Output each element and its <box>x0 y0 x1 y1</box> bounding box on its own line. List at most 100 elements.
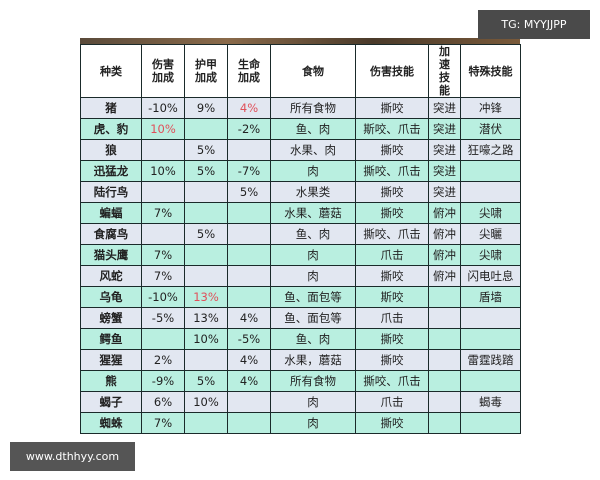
table-cell: 所有食物 <box>270 97 356 119</box>
table-cell: 7% <box>141 412 185 434</box>
table-cell: 肉 <box>270 244 356 266</box>
table-cell: 俯冲 <box>428 202 461 224</box>
table-cell <box>428 391 461 413</box>
column-header: 伤害技能 <box>355 44 429 98</box>
table-cell: 撕咬 <box>355 328 429 350</box>
table-cell: 爪击 <box>355 244 429 266</box>
table-cell <box>460 160 521 182</box>
table-cell: 撕咬、爪击 <box>355 370 429 392</box>
table-cell: 6% <box>141 391 185 413</box>
table-cell <box>428 328 461 350</box>
header-row: 种类 伤害加成 护甲加成 生命加成 食物 伤害技能 加速技能 特殊技能 <box>80 44 521 98</box>
table-cell: 水果、蘑菇 <box>270 202 356 224</box>
column-header: 特殊技能 <box>460 44 521 98</box>
table-cell: 撕咬 <box>355 202 429 224</box>
table-cell: 5% <box>227 181 271 203</box>
table-cell: 7% <box>141 244 185 266</box>
animal-name: 蜘蛛 <box>80 412 142 434</box>
table-cell <box>227 139 271 161</box>
table-cell: -10% <box>141 286 185 308</box>
table-cell: 撕咬、爪击 <box>355 160 429 182</box>
table-cell: 5% <box>184 160 228 182</box>
animal-name: 食腐鸟 <box>80 223 142 245</box>
table-cell: 雷霆践踏 <box>460 349 521 371</box>
table-cell: 肉 <box>270 412 356 434</box>
animal-name: 虎、豹 <box>80 118 142 140</box>
table-row: 蝙蝠 7% 水果、蘑菇 撕咬 俯冲 尖啸 <box>80 202 521 224</box>
table-cell: 4% <box>227 370 271 392</box>
table-cell <box>460 181 521 203</box>
table-cell: 潜伏 <box>460 118 521 140</box>
table-cell: 4% <box>227 97 271 119</box>
column-header: 加速技能 <box>428 44 461 98</box>
table-cell: 13% <box>184 307 228 329</box>
table-cell: 13% <box>184 286 228 308</box>
table-cell: 4% <box>227 307 271 329</box>
table-cell: 所有食物 <box>270 370 356 392</box>
table-cell: 撕咬 <box>355 349 429 371</box>
table-cell: 10% <box>141 160 185 182</box>
table-cell <box>184 202 228 224</box>
table-cell <box>428 307 461 329</box>
table-cell: 鱼、面包等 <box>270 286 356 308</box>
table-cell: 撕咬 <box>355 265 429 287</box>
table-cell <box>141 328 185 350</box>
table-cell: 俯冲 <box>428 244 461 266</box>
table-cell <box>141 181 185 203</box>
table-cell: 狂嚎之路 <box>460 139 521 161</box>
table-cell: -7% <box>227 160 271 182</box>
image-top-strip <box>80 38 520 45</box>
table-cell: 俯冲 <box>428 265 461 287</box>
column-header: 种类 <box>80 44 142 98</box>
animal-name: 蝙蝠 <box>80 202 142 224</box>
animal-name: 风蛇 <box>80 265 142 287</box>
table-row: 鳄鱼 10% -5% 鱼、肉 撕咬 <box>80 328 521 350</box>
table-cell: 4% <box>227 349 271 371</box>
table-cell: -5% <box>227 328 271 350</box>
table-cell: 突进 <box>428 97 461 119</box>
table-cell <box>227 412 271 434</box>
table-cell: 水果、肉 <box>270 139 356 161</box>
table-cell <box>227 202 271 224</box>
table-cell: 闪电吐息 <box>460 265 521 287</box>
animal-name: 狼 <box>80 139 142 161</box>
table-cell: 鱼、肉 <box>270 328 356 350</box>
table-cell <box>227 223 271 245</box>
table-cell <box>184 349 228 371</box>
table-cell: 鱼、肉 <box>270 223 356 245</box>
table-row: 蝎子 6% 10% 肉爪击 蝎毒 <box>80 391 521 413</box>
table-row: 风蛇 7% 肉撕咬 俯冲 闪电吐息 <box>80 265 521 287</box>
column-header: 食物 <box>270 44 356 98</box>
animal-name: 鳄鱼 <box>80 328 142 350</box>
animal-name: 迅猛龙 <box>80 160 142 182</box>
table-cell: -10% <box>141 97 185 119</box>
table-cell <box>227 244 271 266</box>
table-cell <box>227 391 271 413</box>
table-cell: 5% <box>184 370 228 392</box>
table-cell <box>428 349 461 371</box>
table-cell: 10% <box>184 328 228 350</box>
table-cell: 盾墙 <box>460 286 521 308</box>
table-cell: 10% <box>141 118 185 140</box>
table-row: 蜘蛛 7% 肉撕咬 <box>80 412 521 434</box>
animal-name: 猪 <box>80 97 142 119</box>
watermark-tg: TG: MYYJJPP <box>478 10 590 39</box>
column-header: 护甲加成 <box>184 44 228 98</box>
table-cell: 突进 <box>428 181 461 203</box>
animal-name: 熊 <box>80 370 142 392</box>
table-row: 熊 -9% 5% 4% 所有食物 撕咬、爪击 <box>80 370 521 392</box>
table-cell: 7% <box>141 202 185 224</box>
table-cell: 尖啸 <box>460 244 521 266</box>
table-cell: 鱼、肉 <box>270 118 356 140</box>
table-cell: 撕咬 <box>355 139 429 161</box>
table-row: 陆行鸟 5% 水果类 撕咬 突进 <box>80 181 521 203</box>
table-cell: 俯冲 <box>428 223 461 245</box>
table-cell: 爪击 <box>355 307 429 329</box>
table-row: 乌龟 -10% 13% 鱼、面包等 斯咬 盾墙 <box>80 286 521 308</box>
table-cell <box>184 244 228 266</box>
table-cell: 肉 <box>270 265 356 287</box>
table-cell: 撕咬 <box>355 97 429 119</box>
table-cell: 5% <box>184 139 228 161</box>
table-cell: 尖曬 <box>460 223 521 245</box>
table-cell <box>184 118 228 140</box>
